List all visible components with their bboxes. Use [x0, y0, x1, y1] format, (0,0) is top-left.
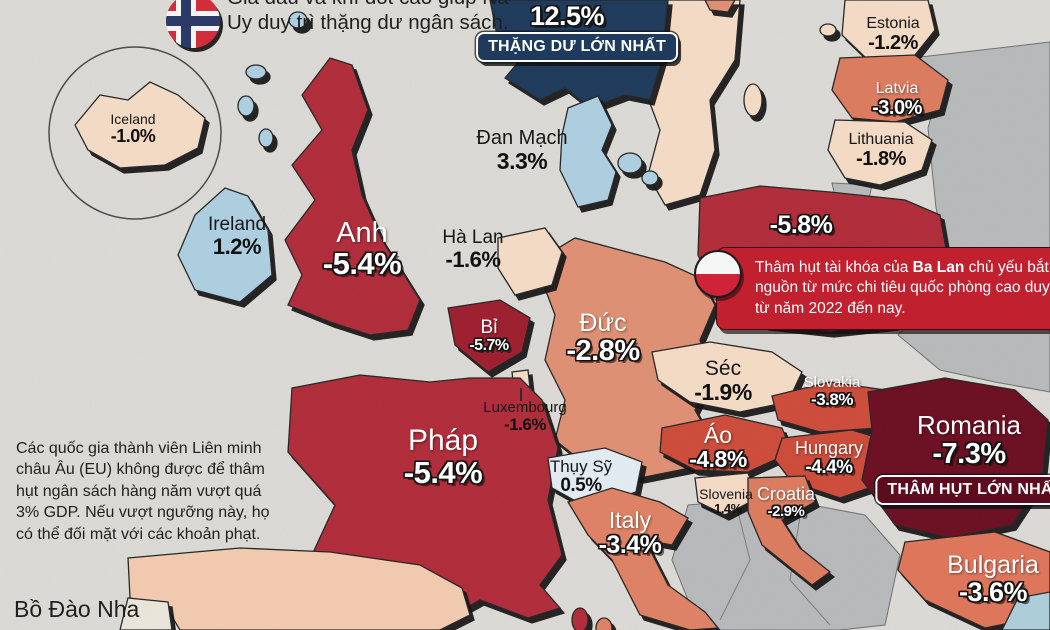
country-name: Romania [916, 410, 1022, 440]
island-funen [641, 170, 659, 186]
country-name: Iceland [110, 111, 156, 127]
country-label-croatia: Croatia -2.9% [757, 485, 815, 520]
country-label-iceland: Iceland -1.0% [110, 112, 155, 146]
country-value: -1.8% [856, 147, 906, 170]
country-name: Đức [579, 309, 627, 337]
country-name: Bỉ [480, 317, 498, 338]
island-hebrides [237, 95, 255, 117]
country-name: Lithuania [848, 131, 914, 148]
country-value: -1.6% [445, 246, 501, 272]
country-name: Thụy Sỹ [549, 457, 613, 476]
country-value: -1.6% [504, 414, 546, 434]
country-label-portugal: Bồ Đào Nha [14, 596, 140, 622]
country-name: Slovenia [699, 486, 753, 502]
country-value: -1.4% [710, 500, 742, 516]
poland-flag-icon [694, 250, 742, 298]
island-hebrides [245, 64, 267, 80]
country-name: Luxembourg [483, 399, 567, 416]
country-value: -4.8% [689, 446, 747, 473]
country-value: 1.2% [212, 233, 262, 259]
country-name: Latvia [875, 80, 919, 97]
country-label-netherlands: Hà Lan -1.6% [442, 228, 503, 271]
country-label-austria: Áo -4.8% [689, 423, 747, 471]
country-label-norway: 12.5% [529, 1, 605, 31]
country-value: -3.8% [811, 389, 853, 409]
country-name: Ireland [207, 214, 267, 235]
country-label-italy: Italy -3.4% [598, 507, 662, 560]
country-name: Đan Mạch [476, 127, 568, 149]
poland-callout-text-bold: Ba Lan [912, 259, 965, 276]
country-label-estonia: Estonia -1.2% [866, 15, 920, 54]
country-value: -7.3% [932, 438, 1006, 471]
island-corsica [571, 607, 589, 630]
country-value: -2.9% [767, 502, 805, 520]
norway-note-line1: Giá dầu và khí đốt cao giúp Na [227, 0, 509, 11]
country-name: Séc [704, 357, 742, 380]
country-label-lithuania: Lithuania -1.8% [848, 131, 914, 170]
country-label-ireland: Ireland 1.2% [208, 215, 266, 258]
country-name: Áo [703, 422, 733, 448]
country-value: -1.9% [694, 379, 752, 406]
island-zealand [617, 152, 643, 174]
country-label-slovakia: Slovakia -3.8% [804, 375, 861, 409]
country-label-belgium: Bỉ -5.7% [469, 317, 509, 355]
country-label-switzerland: Thụy Sỹ 0.5% [550, 458, 612, 496]
poland-callout-text-pre: Thâm hụt tài khóa của [755, 259, 913, 276]
country-name: Bulgaria [947, 551, 1039, 579]
country-value: 3.3% [496, 148, 548, 174]
island-saaremaa [819, 23, 837, 37]
island-gotland [743, 83, 763, 117]
country-value: -5.7% [469, 336, 509, 354]
country-value: -3.4% [598, 531, 662, 560]
country-label-luxembourg: Luxembourg -1.6% [483, 400, 566, 434]
country-value: -4.4% [805, 456, 853, 478]
country-name: Slovakia [803, 374, 861, 391]
country-value: 12.5% [529, 1, 605, 31]
country-label-latvia: Latvia -3.0% [872, 80, 922, 119]
country-label-bulgaria: Bulgaria -3.6% [947, 552, 1039, 607]
country-value: -5.4% [403, 454, 483, 490]
island-hebrides [258, 128, 274, 148]
country-value: -2.8% [566, 335, 640, 368]
eu-rule-note: Các quốc gia thành viên Liên minh châu Â… [16, 440, 270, 543]
country-name: Estonia [866, 15, 920, 32]
country-label-poland: -5.8% [769, 211, 833, 239]
country-value: -3.0% [872, 96, 922, 119]
norway-note: Giá dầu và khí đốt cao giúp Na Uy duy tr… [227, 0, 509, 35]
country-value: -5.8% [769, 211, 833, 239]
country-name: Hungary [794, 438, 864, 458]
largest-surplus-badge: THẶNG DƯ LỚN NHẤT [476, 32, 678, 62]
country-value: -5.4% [322, 246, 402, 282]
country-name: Pháp [407, 424, 479, 457]
poland-callout: Thâm hụt tài khóa của Ba Lan chủ yếu bắt… [716, 247, 1050, 331]
country-label-czech: Séc -1.9% [694, 357, 752, 406]
country-value: -1.0% [110, 125, 156, 146]
country-name: Anh [336, 217, 388, 249]
country-name: Italy [608, 507, 652, 533]
country-label-germany: Đức -2.8% [566, 309, 640, 368]
country-value: -1.2% [868, 31, 918, 54]
country-label-france: Pháp -5.4% [403, 424, 483, 490]
country-name: Croatia [756, 484, 816, 504]
country-label-slovenia: Slovenia -1.4% [699, 487, 753, 515]
country-value: 0.5% [560, 474, 602, 496]
largest-deficit-badge: THÂM HỤT LỚN NHẤT [875, 475, 1050, 505]
country-label-hungary: Hungary -4.4% [795, 439, 863, 478]
country-label-denmark: Đan Mạch 3.3% [476, 127, 568, 174]
country-name: Hà Lan [442, 227, 504, 248]
country-label-romania: Romania -7.3% [916, 410, 1022, 471]
norway-note-line2: Uy duy trì thặng dư ngân sách. [227, 10, 509, 34]
country-value: -3.6% [958, 577, 1028, 608]
country-label-uk: Anh -5.4% [322, 217, 402, 282]
